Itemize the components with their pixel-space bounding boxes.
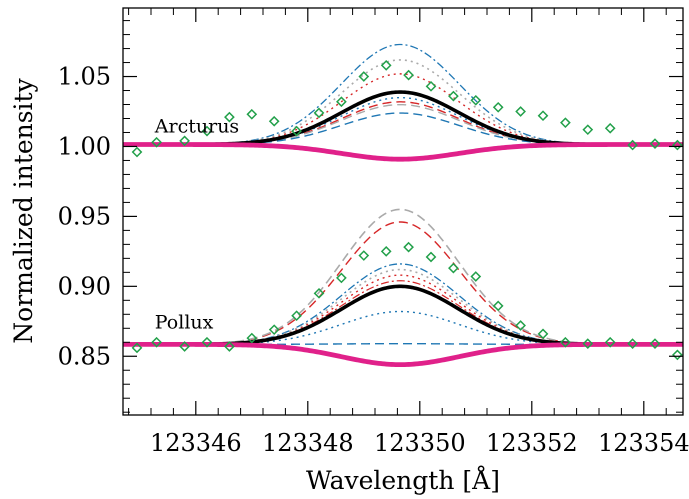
arcturus-observed-point bbox=[425, 80, 437, 92]
arcturus-model-curve-9 bbox=[123, 112, 683, 146]
pollux-observed-point bbox=[425, 251, 437, 263]
pollux-observed-point bbox=[582, 338, 594, 350]
pollux-observed-point bbox=[470, 271, 482, 282]
arcturus-observed-point bbox=[131, 146, 143, 158]
arcturus-observed-point bbox=[179, 135, 190, 147]
x-tick-label: 123352 bbox=[486, 429, 578, 457]
arcturus-observed-point bbox=[291, 125, 302, 137]
pollux-observed-point bbox=[492, 300, 504, 312]
arcturus-observed-point bbox=[313, 107, 325, 119]
arcturus-observed-point bbox=[336, 96, 347, 108]
x-tick-label: 123348 bbox=[262, 429, 354, 457]
arcturus-observed-point bbox=[560, 117, 571, 129]
pollux-observed-point bbox=[201, 336, 213, 348]
pollux-observed-point bbox=[627, 338, 638, 350]
pollux-observed-point bbox=[560, 336, 571, 348]
annotation-pollux: Pollux bbox=[155, 311, 214, 333]
pollux-observed-point bbox=[246, 332, 258, 344]
pollux-observed-point bbox=[649, 338, 661, 350]
x-tick-label: 123346 bbox=[150, 429, 242, 457]
arcturus-observed-point bbox=[627, 139, 638, 151]
pollux-observed-point bbox=[604, 336, 616, 348]
arcturus-observed-point bbox=[492, 101, 504, 113]
arcturus-observed-point bbox=[537, 110, 549, 122]
pollux-observed-point bbox=[131, 342, 143, 354]
pollux-observed-point bbox=[537, 328, 549, 340]
pollux-observed-point bbox=[179, 341, 190, 352]
axis-ticks bbox=[123, 8, 683, 415]
pollux-observed-point bbox=[448, 262, 459, 274]
pollux-observed-point bbox=[515, 320, 526, 331]
y-tick-label: 0.85 bbox=[58, 342, 111, 370]
arcturus-model-curve-2 bbox=[123, 142, 683, 162]
annotation-arcturus: Arcturus bbox=[154, 115, 239, 137]
arcturus-observed-point bbox=[151, 136, 162, 148]
arcturus-observed-point bbox=[358, 71, 370, 82]
x-tick-label: 123354 bbox=[598, 429, 689, 457]
y-tick-label: 0.95 bbox=[58, 202, 111, 230]
x-tick-label: 123350 bbox=[374, 429, 466, 457]
pollux-model-curve-8 bbox=[123, 280, 683, 345]
arcturus-observed-point bbox=[201, 125, 213, 137]
pollux-observed-point bbox=[268, 324, 280, 336]
arcturus-observed-point bbox=[582, 124, 594, 136]
arcturus-observed-point bbox=[604, 122, 616, 134]
series-layer bbox=[123, 43, 683, 368]
pollux-observed-point bbox=[672, 349, 683, 361]
pollux-observed-point bbox=[313, 287, 325, 299]
arcturus-observed-point bbox=[672, 139, 683, 151]
pollux-observed-point bbox=[224, 341, 235, 352]
y-axis-title: Normalized intensity bbox=[9, 77, 38, 343]
y-tick-label: 1.00 bbox=[58, 132, 111, 160]
y-tick-label: 1.05 bbox=[58, 63, 111, 91]
tick-labels: 123346 123348 123350 123352 123354 0.85 0.90 0.… bbox=[58, 63, 689, 457]
arcturus-observed-point bbox=[380, 59, 392, 71]
pollux-model-curve-2 bbox=[123, 341, 683, 368]
y-tick-label: 0.90 bbox=[58, 272, 111, 300]
arcturus-observed-point bbox=[268, 115, 280, 127]
annotations: Arcturus Pollux bbox=[154, 115, 239, 333]
arcturus-observed-point bbox=[246, 108, 258, 120]
arcturus-observed-point bbox=[470, 94, 482, 106]
pollux-observed-point bbox=[358, 250, 370, 261]
observed-markers bbox=[131, 59, 683, 361]
arcturus-observed-point bbox=[403, 69, 414, 81]
pollux-observed-point bbox=[336, 272, 347, 284]
arcturus-observed-point bbox=[224, 111, 235, 123]
plot-frame bbox=[122, 7, 684, 416]
pollux-observed-point bbox=[403, 241, 414, 253]
pollux-observed-point bbox=[291, 310, 302, 322]
arcturus-observed-point bbox=[515, 106, 526, 117]
arcturus-observed-point bbox=[448, 90, 459, 102]
arcturus-observed-point bbox=[649, 138, 661, 150]
pollux-observed-point bbox=[380, 246, 392, 257]
pollux-observed-point bbox=[151, 336, 162, 348]
x-axis-title: Wavelength [Å] bbox=[306, 465, 500, 495]
pollux-model-curve-4 bbox=[123, 221, 683, 346]
